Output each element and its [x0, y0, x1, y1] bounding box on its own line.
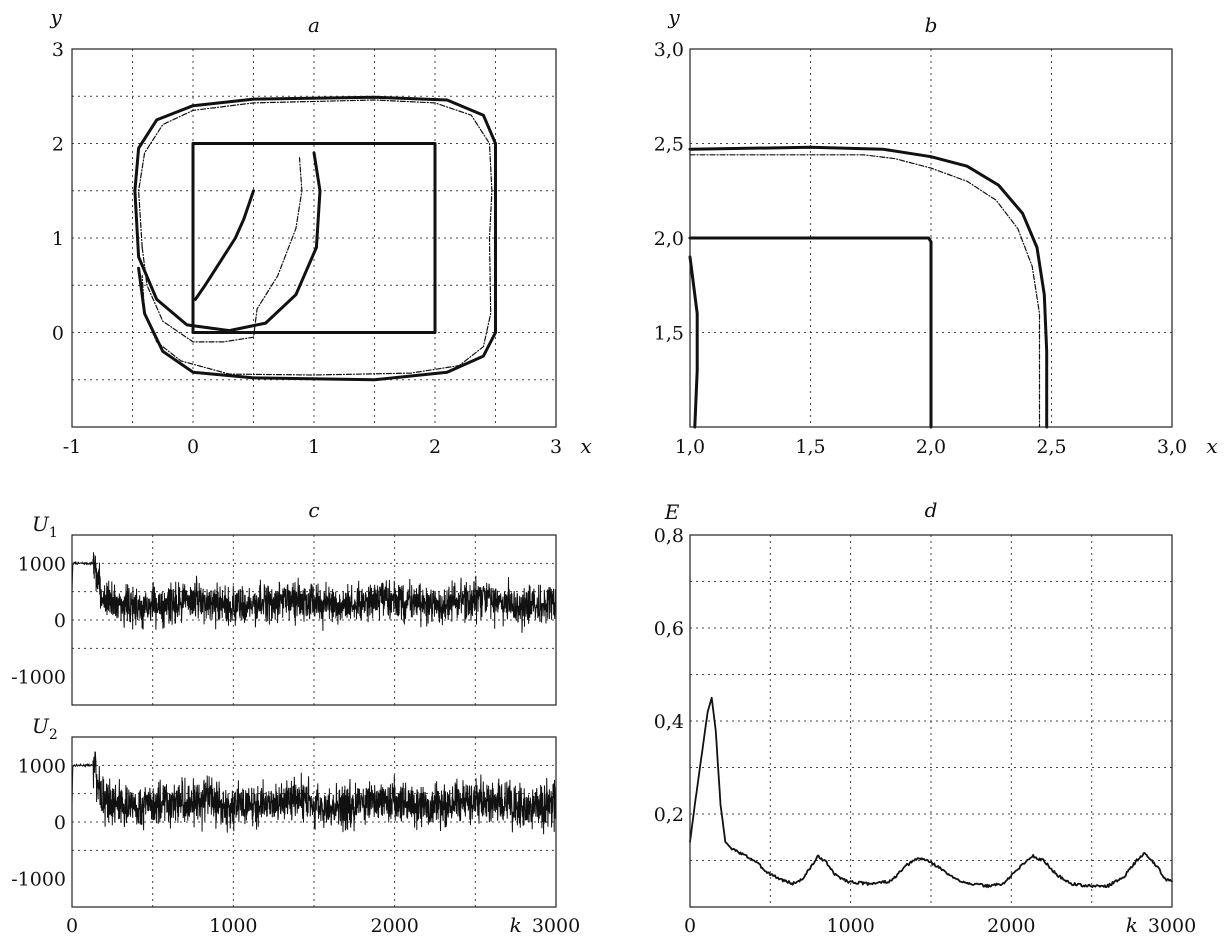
y-tick-label: -1000 [11, 667, 66, 689]
x-tick-label: 1,0 [675, 436, 705, 458]
y-tick-label: -1000 [11, 869, 66, 891]
plot-frame [71, 736, 557, 908]
x-tick-label: 1 [308, 436, 320, 458]
panel-c1: -1000 0 1000 U1 c [11, 498, 557, 706]
y-tick-label: 0,6 [654, 618, 684, 640]
x-tick-label: 3000 [532, 915, 580, 937]
x-tick-label: 2 [429, 436, 441, 458]
panel-title: d [925, 498, 938, 522]
x-tick-label: 0 [187, 436, 199, 458]
x-tick-label: 0 [684, 915, 696, 937]
x-tick-label: 2,0 [916, 436, 946, 458]
x-tick-label: 2000 [987, 915, 1035, 937]
y-tick-label: 0,2 [654, 804, 684, 826]
panel-b: 1,0 1,5 2,0 2,5 3,0 1,5 2,0 2,5 3,0 b y x [654, 5, 1218, 458]
panel-title: b [925, 13, 938, 37]
series-line [191, 142, 437, 334]
x-axis-label: k [510, 913, 522, 937]
series-line [689, 154, 1041, 428]
plot-frame [71, 48, 557, 428]
x-axis-label: x [1206, 434, 1217, 458]
x-tick-label: 0 [66, 915, 78, 937]
y-axis-label: U1 [32, 512, 58, 541]
y-axis-label: E [664, 500, 680, 524]
plot-frame [689, 48, 1173, 428]
panel-d: 0,2 0,4 0,6 0,8 0 1000 2000 3000 d Ek [654, 498, 1196, 937]
series-line [133, 95, 497, 382]
y-tick-label: 3,0 [654, 39, 684, 61]
y-tick-label: 0,8 [654, 525, 684, 547]
y-tick-label: 1,5 [654, 323, 684, 345]
plot-frame [71, 534, 557, 706]
series-line [71, 552, 557, 633]
y-tick-label: 0,4 [654, 711, 684, 733]
series-line [688, 255, 699, 429]
series-line [688, 236, 933, 429]
panel-title: a [308, 13, 320, 37]
series-line [689, 696, 1173, 889]
y-tick-label: 1000 [18, 755, 66, 777]
x-tick-label: 3,0 [1157, 436, 1187, 458]
y-tick-label: 2,0 [654, 228, 684, 250]
x-tick-label: -1 [63, 436, 82, 458]
plot-frame [689, 534, 1173, 908]
series-line [71, 751, 557, 835]
x-tick-label: 1,5 [795, 436, 825, 458]
y-tick-label: 0 [54, 812, 66, 834]
series-line [141, 157, 303, 343]
x-tick-label: 3 [550, 436, 562, 458]
y-tick-label: 1 [52, 228, 64, 250]
panel-a: -1 0 1 2 3 0 1 2 3 a y x [49, 5, 591, 458]
series-line [138, 99, 493, 376]
y-axis-label: U2 [32, 714, 58, 743]
x-axis-label: x [580, 434, 591, 458]
y-tick-label: 0 [54, 610, 66, 632]
x-tick-label: 1000 [209, 915, 257, 937]
y-axis-label: y [49, 5, 62, 29]
x-tick-label: 2,5 [1036, 436, 1066, 458]
y-tick-label: 3 [52, 39, 64, 61]
x-tick-label: 3000 [1148, 915, 1196, 937]
y-tick-label: 1000 [18, 553, 66, 575]
y-tick-label: 2 [52, 134, 64, 156]
x-tick-label: 1000 [826, 915, 874, 937]
y-tick-label: 0 [52, 323, 64, 345]
series-line [193, 189, 255, 301]
y-axis-label: y [667, 5, 680, 29]
series-line [688, 145, 1049, 429]
panel-c2: -1000 0 1000 U2 0 1000 2000 3000 k [11, 714, 580, 937]
panel-title: c [308, 498, 319, 522]
x-axis-label: k [1126, 913, 1138, 937]
y-tick-label: 2,5 [654, 134, 684, 156]
x-tick-label: 2000 [370, 915, 418, 937]
